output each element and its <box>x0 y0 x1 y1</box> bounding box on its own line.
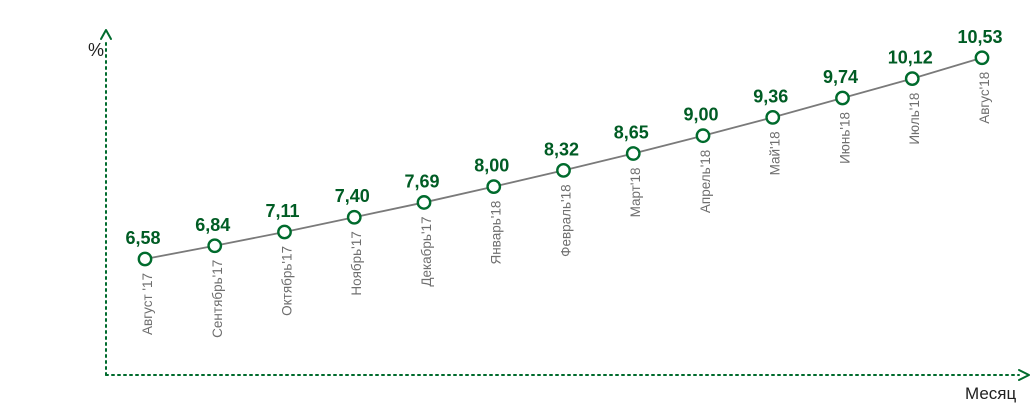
data-point-marker <box>974 50 990 66</box>
data-point-marker <box>137 251 153 267</box>
category-label: Октябрь'17 <box>280 246 295 316</box>
series-group <box>137 50 990 267</box>
data-point-marker <box>277 224 292 240</box>
data-point-marker <box>556 162 571 178</box>
data-label: 10,12 <box>888 48 933 68</box>
category-label: Ноябрь'17 <box>349 231 364 295</box>
category-label: Авгус'18 <box>977 72 992 124</box>
category-label: Сентябрь'17 <box>210 260 225 338</box>
data-label: 7,11 <box>265 201 299 221</box>
data-point-marker <box>625 146 641 161</box>
category-label: Июль'18 <box>907 93 922 145</box>
data-point-marker <box>765 109 781 125</box>
category-label: Декабрь'17 <box>419 216 434 286</box>
x-axis-label: Месяц <box>965 384 1017 403</box>
data-point-marker <box>207 238 223 254</box>
data-label: 6,84 <box>195 215 230 235</box>
data-label: 9,74 <box>823 67 858 87</box>
data-label: 7,69 <box>404 171 439 191</box>
data-point-marker <box>346 209 362 225</box>
data-label: 9,36 <box>753 86 788 106</box>
data-label: 10,53 <box>957 27 1002 47</box>
data-label: 6,58 <box>125 228 160 248</box>
x-axis-arrow <box>1018 369 1030 381</box>
data-point-marker <box>416 195 432 210</box>
category-label: Июнь'18 <box>838 112 853 164</box>
data-label: 8,32 <box>544 139 579 159</box>
y-axis-label: % <box>88 40 105 60</box>
category-label: Апрель'18 <box>698 150 713 213</box>
category-label: Август '17 <box>140 273 155 335</box>
category-label: Январь'18 <box>489 201 504 265</box>
data-point-marker <box>835 90 850 106</box>
data-label: 7,40 <box>335 186 370 206</box>
data-point-marker <box>486 179 502 195</box>
data-label: 9,00 <box>683 105 718 125</box>
data-labels-group: 6,58 6,84 7,11 7,40 7,69 8,00 8,32 8,65 9,00 9,36… <box>125 27 1002 248</box>
data-label: 8,65 <box>614 123 649 143</box>
chart-axes <box>100 29 1030 381</box>
y-axis-arrow <box>100 29 112 40</box>
category-label: Май'18 <box>768 131 783 175</box>
data-label: 8,00 <box>474 156 509 176</box>
data-point-marker <box>695 128 711 144</box>
category-label: Февраль'18 <box>559 184 574 256</box>
data-point-marker <box>904 71 920 87</box>
category-label: Март'18 <box>628 168 643 218</box>
category-labels-group: Август '17 Сентябрь'17 Октябрь'17 Ноябрь'17… <box>140 72 992 338</box>
